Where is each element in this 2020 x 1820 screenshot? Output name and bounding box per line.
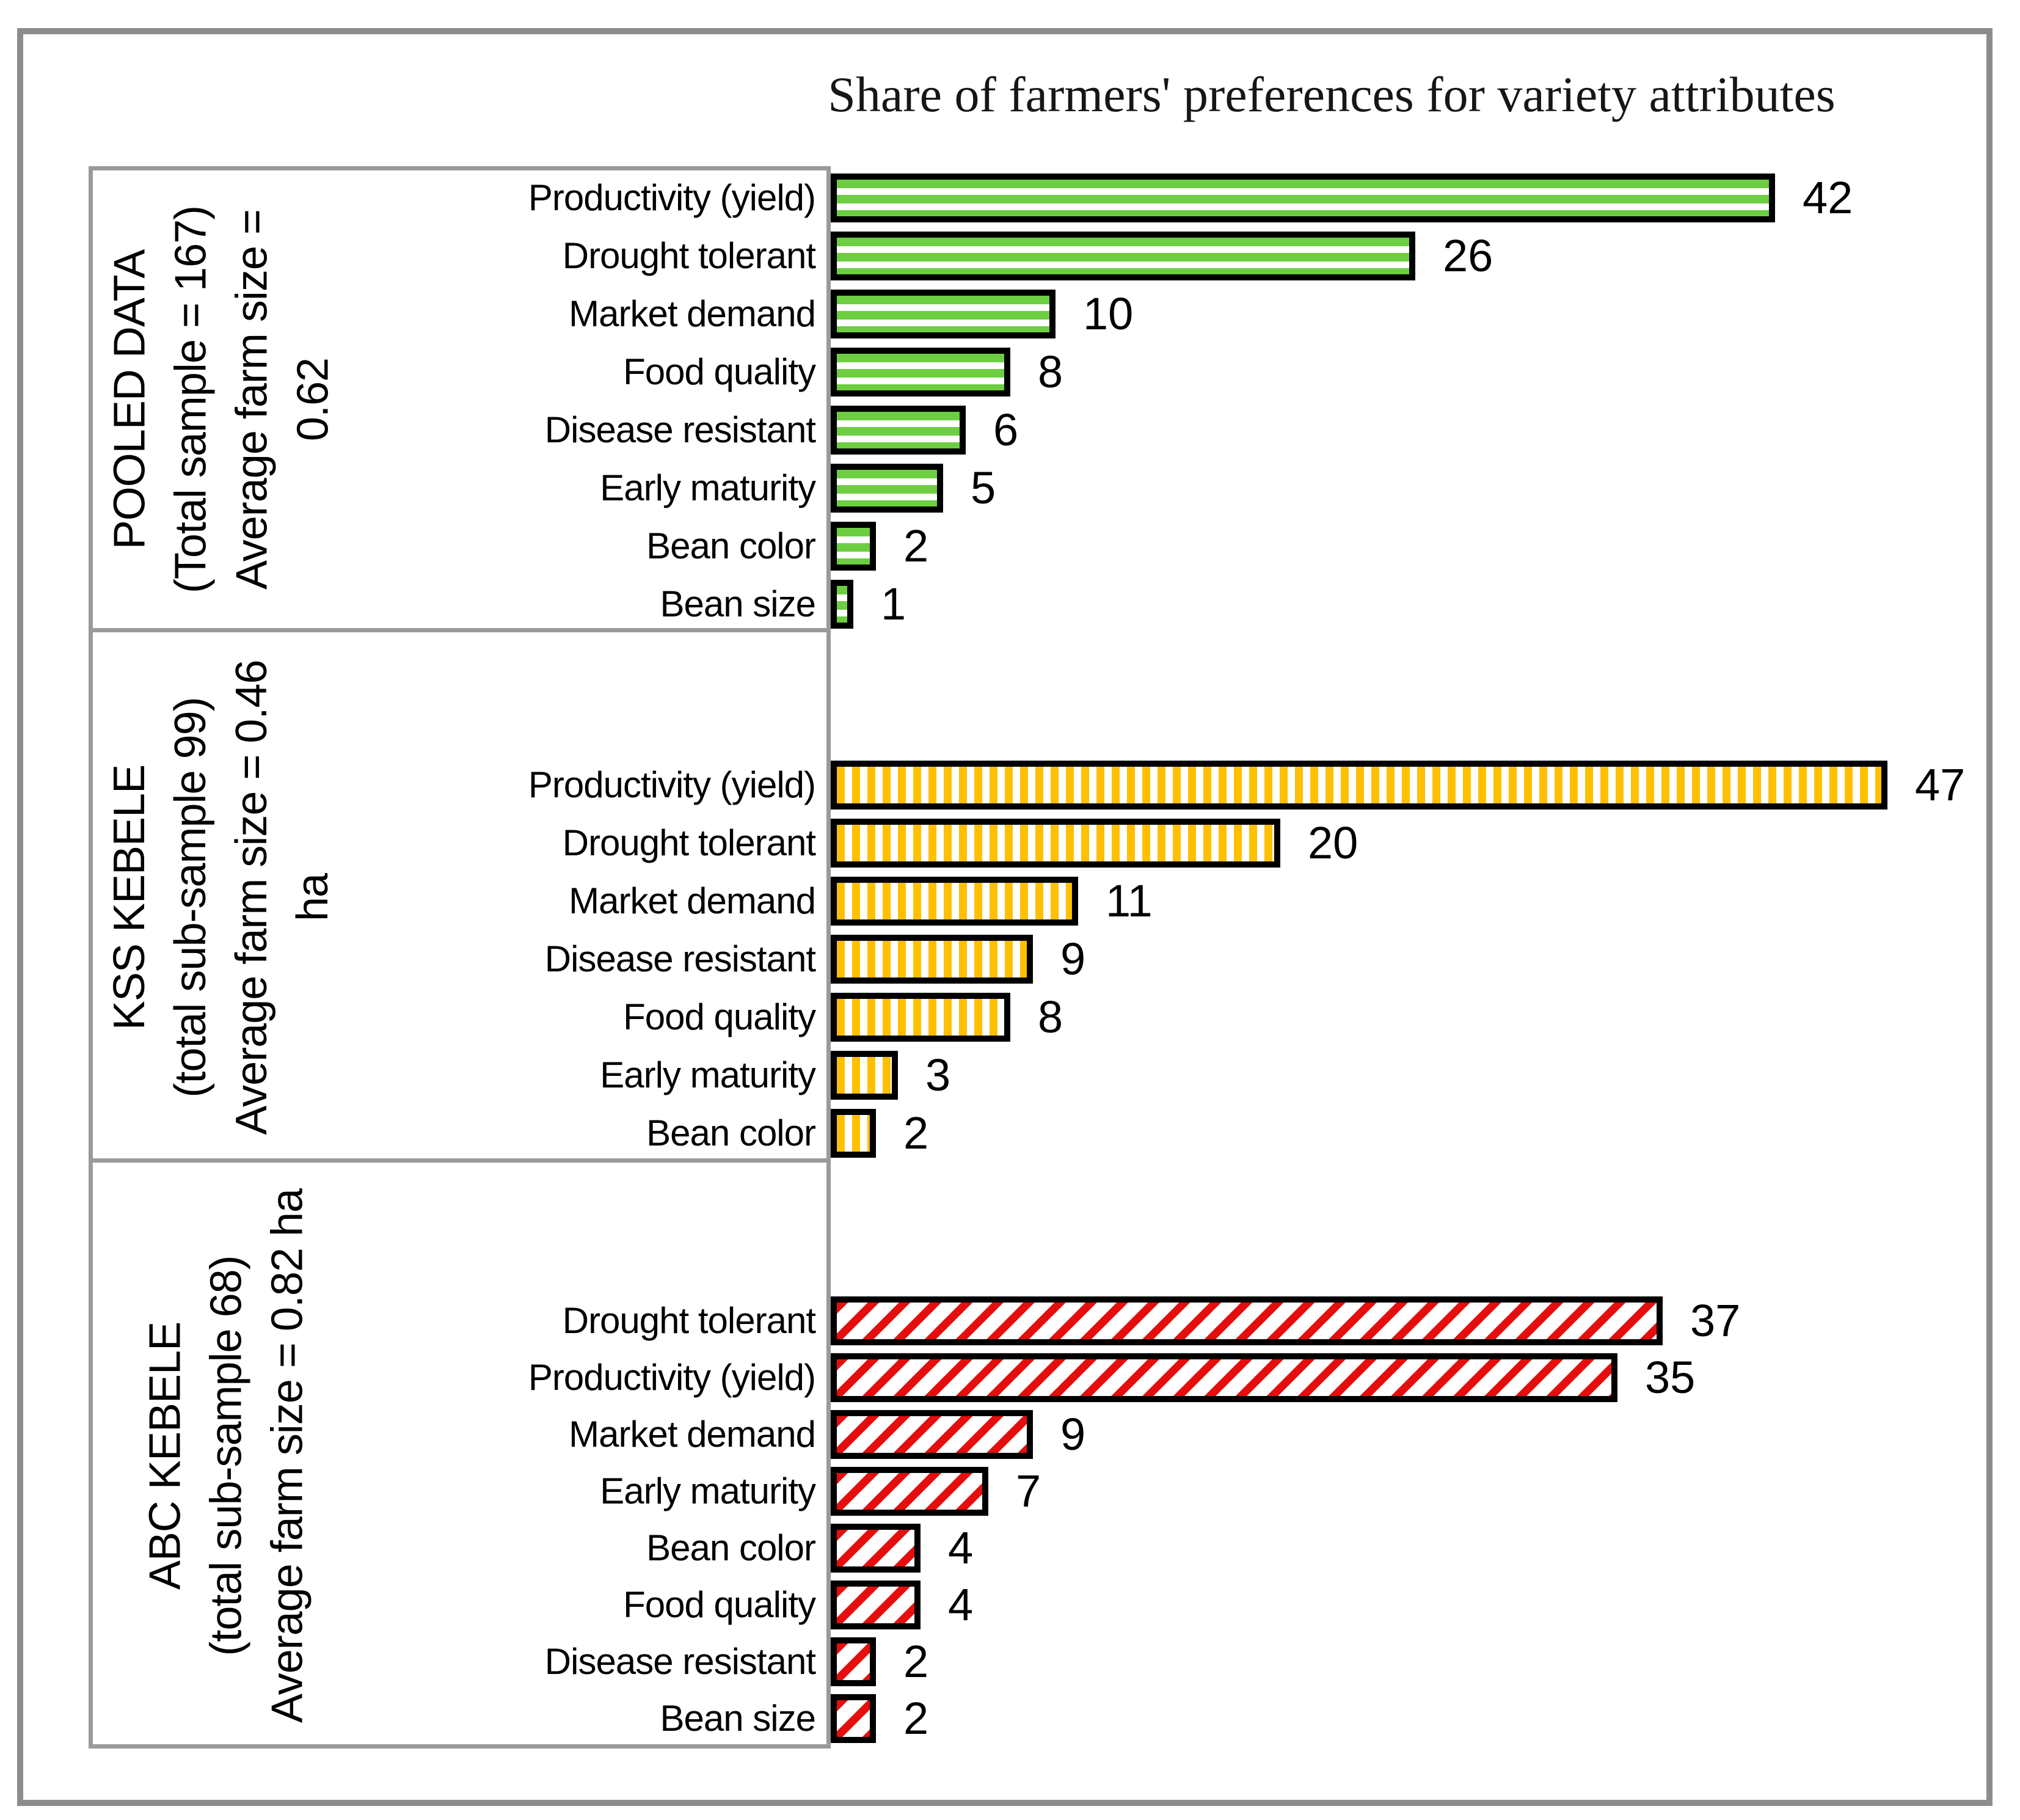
chart-outer-frame	[17, 28, 1993, 1806]
bar-pooled-data	[831, 463, 943, 513]
group-title-line: POOLED DATA	[105, 249, 154, 549]
category-label: Market demand	[569, 293, 816, 334]
group-title: KSS KEBELE (total sub-sample 99) Average f…	[99, 638, 343, 1157]
category-label: Bean color	[646, 525, 816, 566]
bar-pooled-data	[831, 231, 1415, 280]
category-label: Bean size	[660, 1698, 817, 1739]
bar-value-label: 9	[1060, 1409, 1086, 1460]
bar-kss-kebele	[831, 818, 1280, 868]
bar-abc-kebele	[831, 1694, 876, 1743]
category-label: Disease resistant	[544, 1641, 816, 1682]
category-label: Disease resistant	[544, 938, 816, 979]
bar-value-label: 8	[1038, 346, 1063, 397]
group-title: POOLED DATA (Total sample = 167) Average f…	[99, 172, 343, 626]
category-label: Bean color	[646, 1527, 816, 1568]
category-label: Food quality	[623, 1584, 816, 1625]
category-label: Bean size	[660, 583, 817, 624]
bar-value-label: 11	[1106, 875, 1153, 926]
category-label: Market demand	[569, 1414, 816, 1455]
group-title: ABC KEBELE (total sub-sample 68) Average f…	[134, 1169, 318, 1742]
bar-value-label: 47	[1915, 759, 1966, 810]
group-title-line: Average farm size = 0.46	[227, 660, 276, 1135]
bar-value-label: 8	[1038, 992, 1063, 1042]
bar-pooled-data	[831, 347, 1010, 397]
bar-value-label: 2	[903, 521, 929, 571]
bar-pooled-data	[831, 521, 876, 571]
category-label: Food quality	[623, 996, 816, 1037]
bar-value-label: 1	[881, 579, 906, 629]
group-label-box	[89, 1158, 831, 1749]
group-title-line: (total sub-sample 68)	[202, 1255, 250, 1656]
bar-value-label: 35	[1645, 1352, 1696, 1403]
category-label: Disease resistant	[544, 409, 816, 450]
bar-value-label: 3	[925, 1050, 951, 1100]
bar-value-label: 4	[948, 1579, 974, 1630]
bar-value-label: 9	[1060, 934, 1086, 984]
group-title-line: Average farm size =	[227, 209, 276, 590]
bar-value-label: 37	[1690, 1295, 1741, 1346]
bar-abc-kebele	[831, 1409, 1033, 1459]
bar-abc-kebele	[831, 1466, 988, 1516]
bar-value-label: 2	[903, 1636, 929, 1687]
category-label: Early maturity	[600, 1054, 816, 1095]
category-label: Drought tolerant	[562, 1300, 816, 1341]
group-title-line: KSS KEBELE	[105, 764, 154, 1031]
bar-kss-kebele	[831, 934, 1033, 984]
group-title-line: 0.62	[288, 357, 337, 441]
bar-value-label: 6	[993, 404, 1019, 455]
bar-abc-kebele	[831, 1353, 1617, 1402]
group-title-line: (total sub-sample 99)	[166, 697, 215, 1098]
category-label: Productivity (yield)	[528, 764, 816, 805]
group-title-line: (Total sample = 167)	[166, 205, 215, 593]
bar-value-label: 7	[1016, 1466, 1041, 1516]
bar-kss-kebele	[831, 1108, 876, 1158]
category-label: Drought tolerant	[562, 235, 816, 276]
bar-value-label: 20	[1308, 817, 1358, 868]
bar-value-label: 26	[1443, 230, 1493, 281]
bar-value-label: 2	[903, 1108, 929, 1158]
category-label: Productivity (yield)	[528, 177, 816, 218]
bar-kss-kebele	[831, 992, 1010, 1042]
bar-abc-kebele	[831, 1523, 921, 1573]
bar-kss-kebele	[831, 1050, 898, 1100]
category-label: Early maturity	[600, 467, 816, 508]
category-label: Market demand	[569, 880, 816, 921]
bar-abc-kebele	[831, 1580, 921, 1629]
bar-pooled-data	[831, 289, 1056, 338]
chart-title: Share of farmers' preferences for variet…	[828, 67, 1836, 122]
group-title-line: Average farm size = 0.82 ha	[263, 1188, 312, 1723]
bar-pooled-data	[831, 405, 966, 455]
bar-kss-kebele	[831, 876, 1078, 926]
bar-abc-kebele	[831, 1296, 1663, 1345]
category-label: Food quality	[623, 351, 816, 392]
bar-value-label: 5	[971, 462, 996, 513]
category-label: Drought tolerant	[562, 822, 816, 863]
category-label: Bean color	[646, 1113, 816, 1153]
bar-value-label: 2	[903, 1693, 929, 1744]
bar-value-label: 42	[1803, 172, 1853, 223]
bar-kss-kebele	[831, 760, 1887, 809]
category-label: Productivity (yield)	[528, 1357, 816, 1398]
bar-value-label: 10	[1083, 288, 1134, 339]
bar-pooled-data	[831, 579, 853, 629]
bar-value-label: 4	[948, 1522, 974, 1573]
group-title-line: ha	[288, 873, 337, 922]
category-label: Early maturity	[600, 1471, 816, 1511]
bar-pooled-data	[831, 173, 1775, 222]
group-title-line: ABC KEBELE	[140, 1321, 189, 1590]
bar-abc-kebele	[831, 1637, 876, 1686]
